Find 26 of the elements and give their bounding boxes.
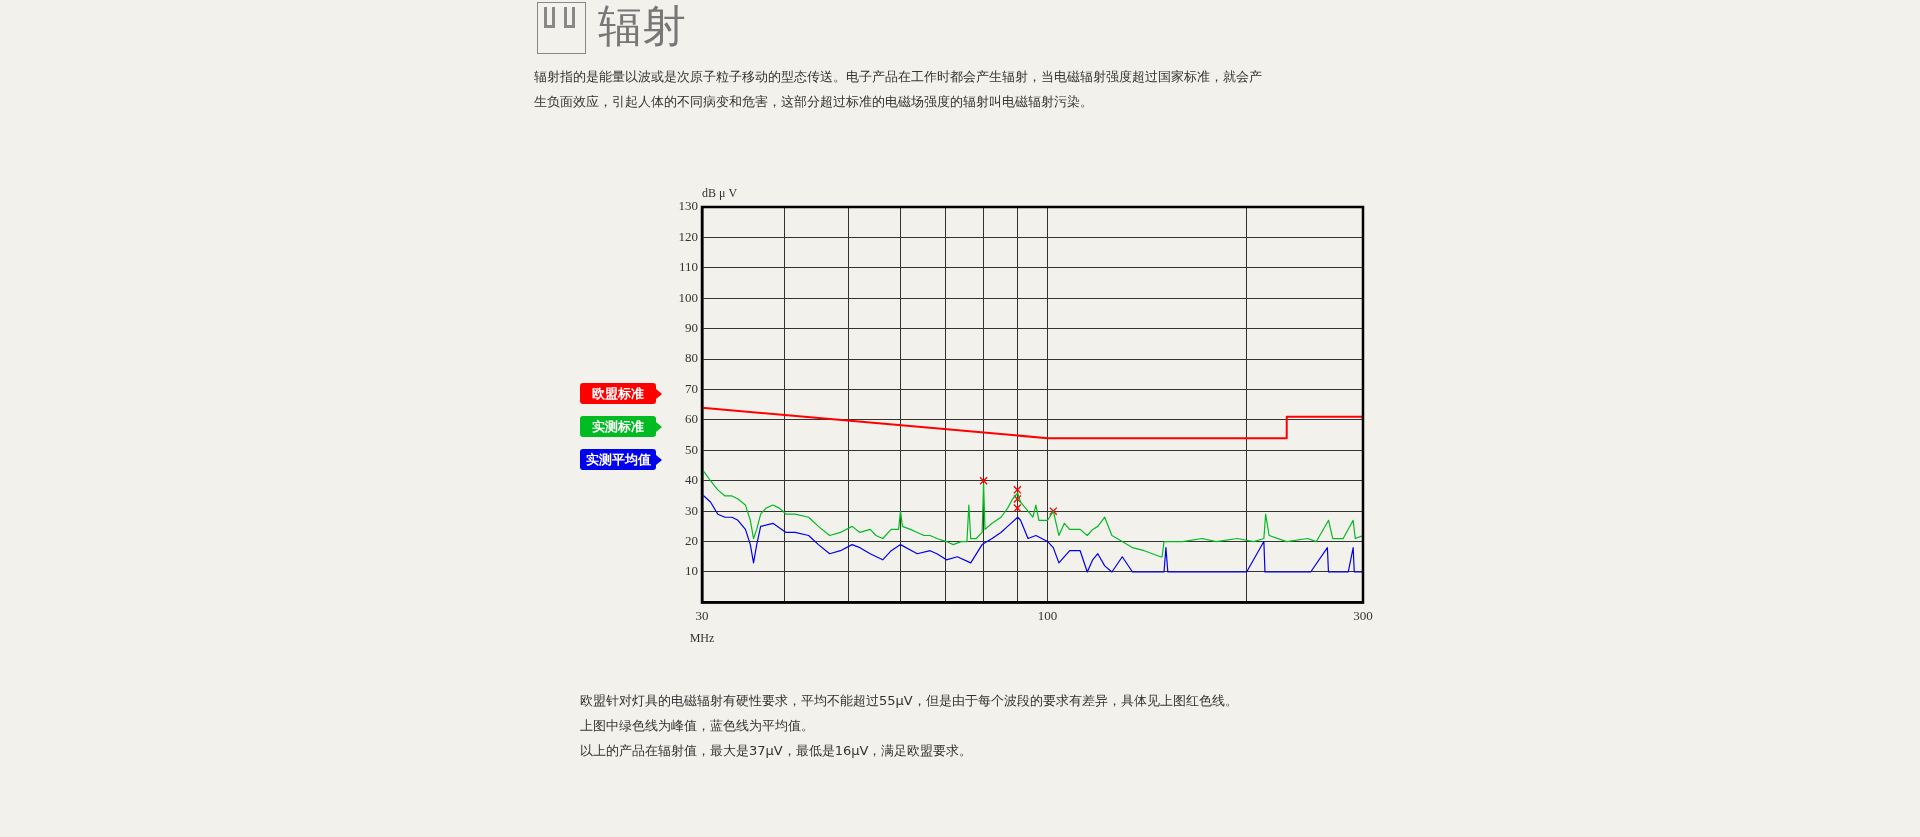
y-tick-label: 130	[678, 198, 698, 214]
y-tick-label: 70	[685, 380, 698, 396]
y-tick-label: 40	[685, 472, 698, 488]
x-tick-label: 100	[1037, 607, 1058, 623]
x-tick-label: 300	[1353, 607, 1373, 623]
y-tick-label: 50	[685, 441, 698, 457]
text: 以上的产品在辐射值，最大是37μV，最低是16μV，满足欧盟要求。	[580, 742, 974, 760]
text: 欧盟标准	[580, 383, 656, 404]
y-tick-label: 90	[685, 320, 698, 336]
x-axis-title: MHz	[689, 631, 715, 646]
y-tick-label: 30	[685, 502, 698, 518]
chart-title: 辐射	[598, 0, 686, 52]
chart-subtitle: 辐射指的是能量以波或是次原子粒子移动的型态传送。电子产品在工作时都会产生辐射，当电磁辐射强度超过国家标准，就会产生负面效应，引起人体的不同病变和危害，这部分超过标准的电磁场强度的辐射叫电磁辐射污染。	[534, 68, 1263, 111]
y-tick-label: 110	[678, 259, 698, 275]
x-tick-label: 30	[695, 607, 709, 623]
y-tick-label: 60	[685, 411, 698, 427]
y-tick-label: 100	[678, 289, 698, 305]
text: 上图中绿色线为峰值，蓝色线为平均值。	[580, 717, 815, 735]
y-tick-label: 80	[685, 350, 698, 366]
y-tick-label: 20	[685, 532, 698, 548]
text: 欧盟针对灯具的电磁辐射有硬性要求，平均不能超过55μV，但是由于每个波段的要求有差异，具体见上图红色线。	[580, 692, 1238, 710]
text: 实测标准	[580, 416, 656, 437]
y-tick-label: 10	[685, 563, 698, 579]
text: 实测平均值	[580, 449, 656, 470]
y-tick-label: 120	[678, 228, 698, 244]
y-axis-title: dB μ V	[702, 186, 738, 200]
